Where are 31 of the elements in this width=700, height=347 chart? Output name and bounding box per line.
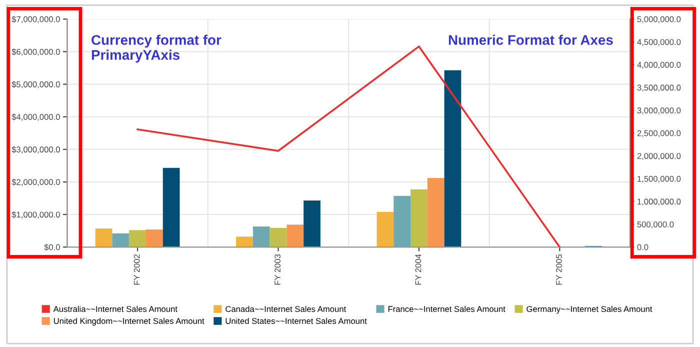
x-tick-label: FY 2005 — [556, 254, 562, 285]
y-tick-label: $5,000,000.0 — [12, 81, 60, 88]
legend-label: Germany~~Internet Sales Amount — [526, 306, 652, 314]
x-tick-label: FY 2003 — [274, 254, 280, 285]
y2-tick-label: 4,500,000.0 — [637, 39, 681, 46]
y-tick-label: $0.0 — [44, 244, 60, 251]
y2-tick-label: 3,000,000.0 — [637, 107, 681, 114]
y-tick-label: $7,000,000.0 — [12, 16, 60, 24]
y2-tick-label: 1,000,000.0 — [638, 198, 681, 206]
y2-tick-label: 0.0 — [637, 244, 648, 250]
y2-tick-label: 500,000.0 — [637, 221, 674, 228]
y-tick-label: $2,000,000.0 — [12, 178, 60, 186]
annotation: Currency format for PrimaryYAxis — [92, 34, 222, 63]
y2-tick-label: 2,500,000.0 — [637, 130, 681, 138]
y2-tick-label: 4,000,000.0 — [637, 62, 681, 69]
y-tick-label: $1,000,000.0 — [12, 211, 60, 219]
x-tick-label: FY 2002 — [134, 254, 140, 285]
y-tick-label: $4,000,000.0 — [12, 114, 60, 121]
y-tick-label: $3,000,000.0 — [12, 146, 60, 154]
y2-tick-label: 2,000,000.0 — [637, 153, 681, 160]
legend-label: Canada~~Internet Sales Amount — [226, 306, 346, 312]
legend-label: United States~~Internet Sales Amount — [226, 318, 367, 324]
y2-tick-label: 1,500,000.0 — [638, 176, 681, 183]
y2-tick-label: 5,000,000.0 — [637, 16, 681, 24]
x-tick-label: FY 2004 — [415, 254, 422, 285]
legend-label: United Kingdom~~Internet Sales Amount — [54, 318, 204, 326]
y2-tick-label: 3,500,000.0 — [637, 84, 681, 92]
legend-label: France~~Internet Sales Amount — [388, 306, 506, 312]
annotation: Numeric Format for Axes — [448, 34, 613, 45]
legend-label: Australia~~Internet Sales Amount — [53, 306, 178, 312]
y-tick-label: $6,000,000.0 — [12, 48, 60, 56]
